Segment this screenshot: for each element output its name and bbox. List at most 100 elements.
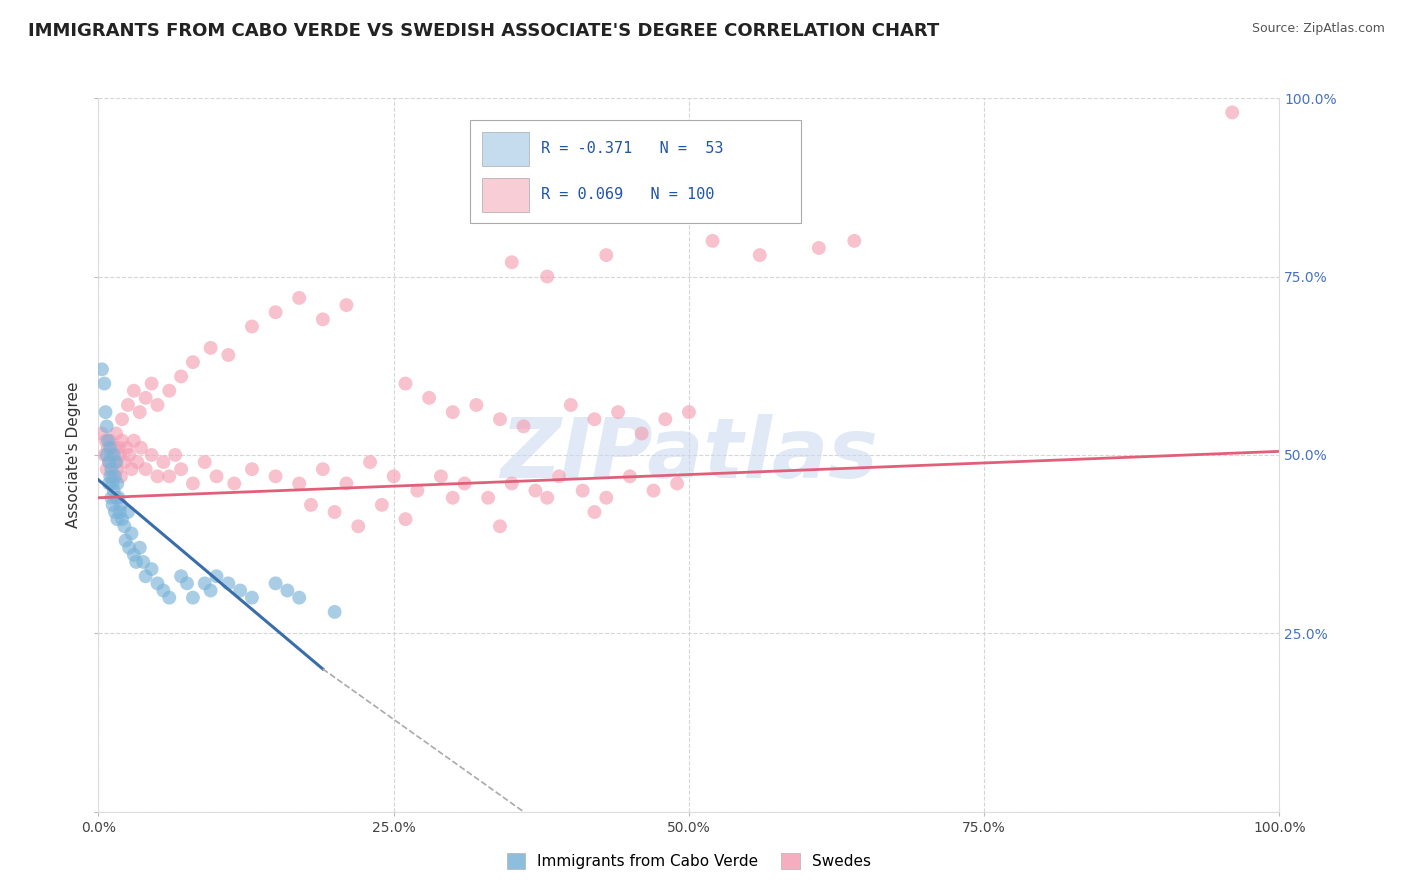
Point bbox=[335, 298, 357, 312]
Point bbox=[103, 483, 125, 498]
Point bbox=[430, 469, 453, 483]
Point bbox=[103, 441, 125, 455]
Point bbox=[96, 462, 118, 476]
Point bbox=[105, 476, 128, 491]
Point bbox=[489, 519, 512, 533]
Point bbox=[128, 405, 150, 419]
Point bbox=[93, 448, 115, 462]
Point bbox=[104, 455, 127, 469]
FancyBboxPatch shape bbox=[471, 120, 801, 223]
Point bbox=[107, 491, 129, 505]
Point bbox=[807, 241, 830, 255]
Point bbox=[702, 234, 724, 248]
Point bbox=[112, 519, 135, 533]
Point bbox=[98, 434, 121, 448]
Point bbox=[152, 583, 174, 598]
Point bbox=[98, 455, 121, 469]
Point bbox=[110, 469, 132, 483]
Point bbox=[288, 291, 311, 305]
Point bbox=[105, 491, 128, 505]
Point bbox=[121, 526, 143, 541]
Point bbox=[477, 491, 499, 505]
Point bbox=[98, 469, 121, 483]
Point bbox=[96, 419, 118, 434]
Point bbox=[114, 533, 136, 548]
Point bbox=[489, 412, 512, 426]
Point bbox=[170, 369, 193, 384]
Point bbox=[200, 341, 222, 355]
Y-axis label: Associate's Degree: Associate's Degree bbox=[66, 382, 82, 528]
Point bbox=[654, 412, 676, 426]
Point bbox=[122, 548, 145, 562]
Point bbox=[91, 426, 114, 441]
Point bbox=[105, 455, 128, 469]
Point bbox=[264, 305, 287, 319]
Point bbox=[240, 462, 263, 476]
Point bbox=[96, 448, 118, 462]
Point bbox=[501, 476, 523, 491]
Text: Source: ZipAtlas.com: Source: ZipAtlas.com bbox=[1251, 22, 1385, 36]
Point bbox=[524, 483, 547, 498]
Point bbox=[157, 591, 180, 605]
Point bbox=[571, 483, 593, 498]
Point bbox=[536, 269, 558, 284]
Point bbox=[394, 376, 416, 391]
Point bbox=[200, 583, 222, 598]
Point bbox=[127, 455, 149, 469]
Point bbox=[104, 505, 127, 519]
Point bbox=[224, 476, 246, 491]
FancyBboxPatch shape bbox=[482, 132, 530, 166]
Point bbox=[117, 398, 139, 412]
Point bbox=[100, 491, 122, 505]
Point bbox=[276, 583, 298, 598]
Point bbox=[748, 248, 770, 262]
Point bbox=[101, 498, 124, 512]
Point bbox=[135, 462, 157, 476]
Point bbox=[240, 319, 263, 334]
Point bbox=[98, 441, 121, 455]
Point bbox=[157, 384, 180, 398]
Point bbox=[619, 469, 641, 483]
Point bbox=[97, 434, 120, 448]
Point bbox=[108, 505, 131, 519]
Point bbox=[548, 469, 571, 483]
Point bbox=[229, 583, 252, 598]
Point bbox=[678, 405, 700, 419]
Point bbox=[359, 455, 381, 469]
Point bbox=[288, 476, 311, 491]
Point bbox=[501, 255, 523, 269]
Point bbox=[128, 541, 150, 555]
Point bbox=[146, 576, 169, 591]
Point bbox=[101, 469, 124, 483]
Point bbox=[105, 426, 128, 441]
Point bbox=[418, 391, 440, 405]
Point bbox=[111, 512, 134, 526]
Point bbox=[181, 355, 204, 369]
Point bbox=[107, 441, 129, 455]
Point bbox=[146, 469, 169, 483]
Point bbox=[165, 448, 187, 462]
Point bbox=[595, 248, 617, 262]
Point bbox=[323, 605, 346, 619]
Point bbox=[125, 555, 148, 569]
Point bbox=[111, 434, 134, 448]
Point bbox=[118, 541, 141, 555]
Point bbox=[170, 462, 193, 476]
Point bbox=[312, 312, 335, 326]
Point bbox=[98, 455, 121, 469]
Point bbox=[264, 469, 287, 483]
Point bbox=[512, 419, 534, 434]
Point bbox=[844, 234, 866, 248]
Point bbox=[465, 398, 488, 412]
Point bbox=[129, 441, 152, 455]
Point bbox=[118, 448, 141, 462]
Point bbox=[536, 491, 558, 505]
Text: R = 0.069   N = 100: R = 0.069 N = 100 bbox=[541, 187, 714, 202]
Point bbox=[132, 555, 155, 569]
Point bbox=[394, 512, 416, 526]
Point bbox=[441, 405, 464, 419]
Point bbox=[112, 455, 135, 469]
Point bbox=[312, 462, 335, 476]
Point bbox=[217, 348, 239, 362]
Point bbox=[101, 476, 124, 491]
